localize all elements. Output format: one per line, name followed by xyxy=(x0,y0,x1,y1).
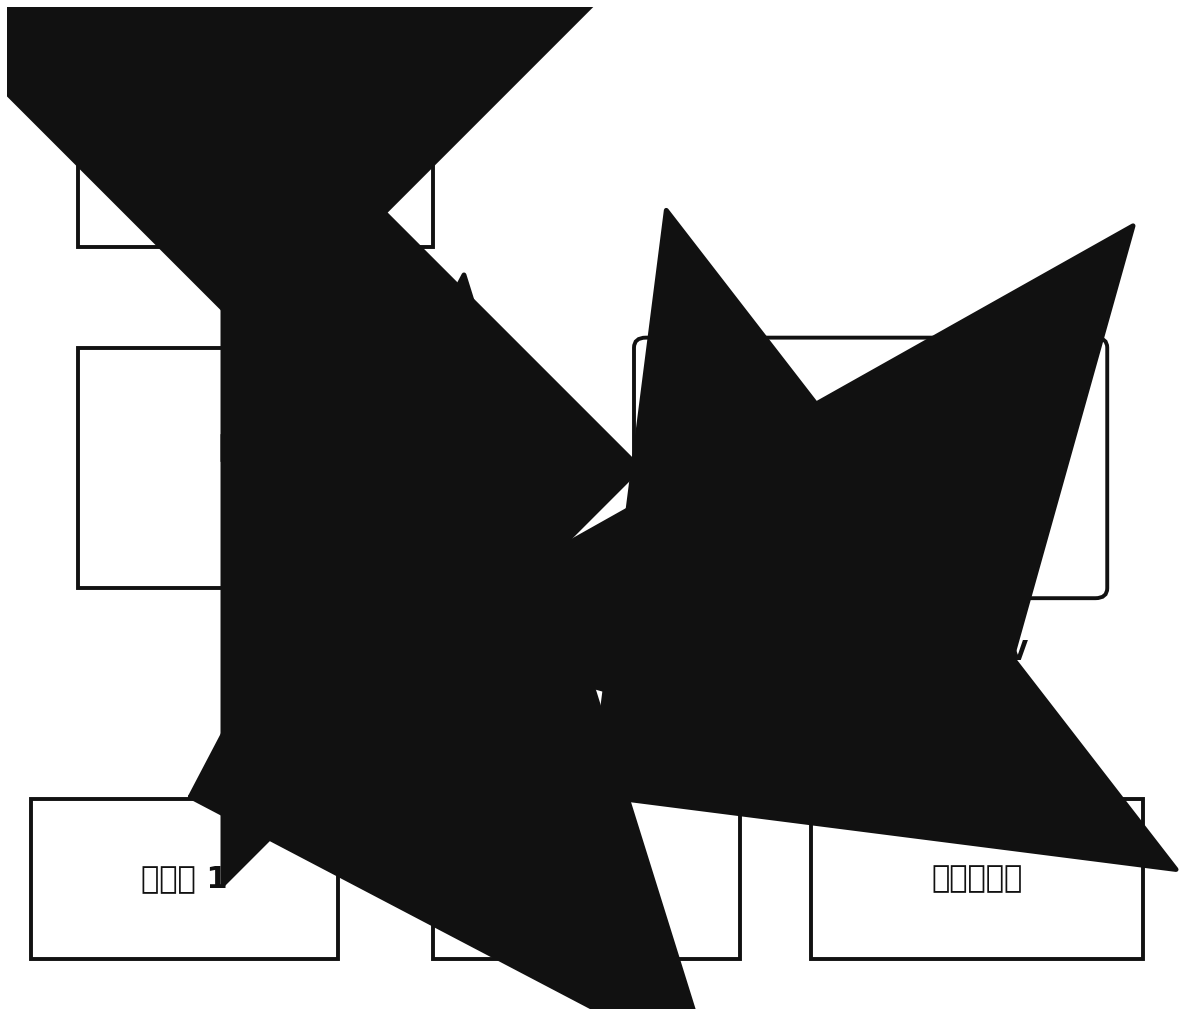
FancyBboxPatch shape xyxy=(634,337,1107,598)
Text: 主控板 2: 主控板 2 xyxy=(543,865,630,893)
FancyBboxPatch shape xyxy=(31,799,339,959)
FancyBboxPatch shape xyxy=(78,98,433,248)
FancyBboxPatch shape xyxy=(78,347,433,588)
FancyArrowPatch shape xyxy=(0,0,672,341)
Text: 空气开关
插座: 空气开关 插座 xyxy=(219,433,292,503)
FancyArrowPatch shape xyxy=(223,51,639,885)
FancyArrowPatch shape xyxy=(591,210,1177,870)
Text: 开关电源: 开关电源 xyxy=(827,451,913,485)
Text: 24V: 24V xyxy=(972,640,1029,666)
Text: 24V: 24V xyxy=(640,640,698,666)
Text: 220V 交流电: 220V 交流电 xyxy=(180,157,332,187)
Text: 24V: 24V xyxy=(310,611,366,636)
Text: 220V: 220V xyxy=(502,409,577,436)
FancyBboxPatch shape xyxy=(812,799,1143,959)
Text: 光源控制器: 光源控制器 xyxy=(931,865,1022,893)
FancyArrowPatch shape xyxy=(407,226,1134,793)
Text: 主控板 1: 主控板 1 xyxy=(141,865,227,893)
FancyArrowPatch shape xyxy=(190,275,856,1016)
FancyBboxPatch shape xyxy=(433,799,741,959)
